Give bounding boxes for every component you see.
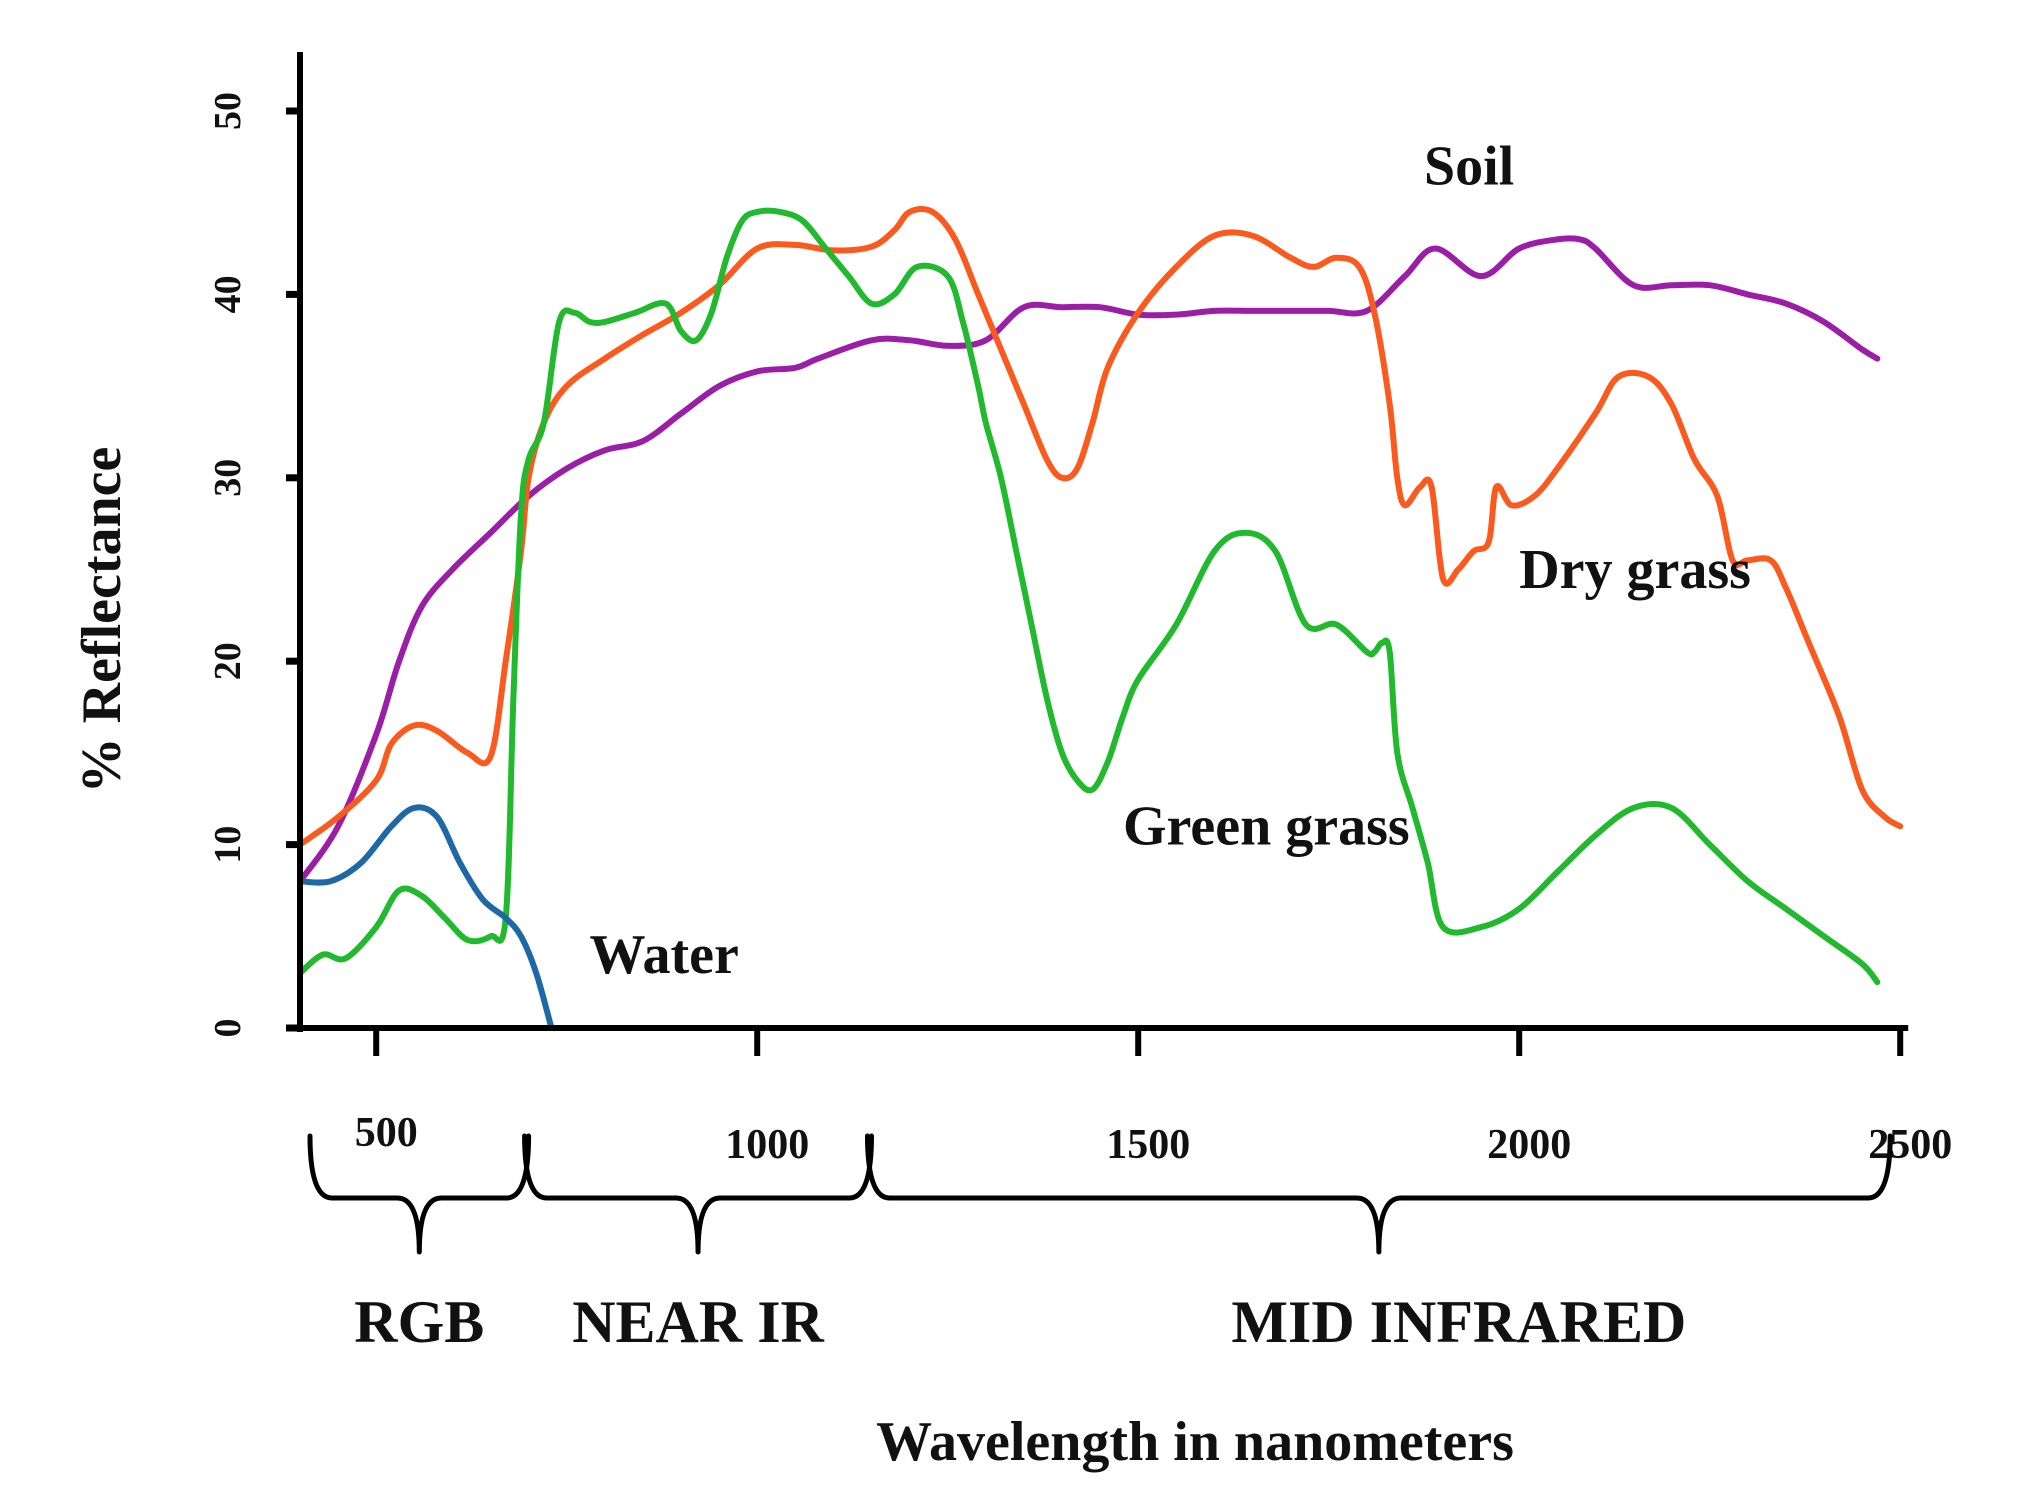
series-line-water <box>297 804 555 1031</box>
region-label-rgb: RGB <box>354 1289 484 1355</box>
x-axis-title: Wavelength in nanometers <box>876 1411 1514 1473</box>
annotation-green-grass: Green grass <box>1123 796 1410 858</box>
y-tick-label-0: 0 <box>207 1019 249 1038</box>
y-tick-label-30: 30 <box>207 459 249 497</box>
region-brace-mid-infrared <box>865 1133 1893 1255</box>
label-layer: Wavelength in nanometers % Reflectance Soi… <box>71 135 1751 1473</box>
x-tick-label-1000: 1000 <box>725 1122 809 1168</box>
x-tick-label-2500: 2500 <box>1868 1122 1952 1168</box>
region-brace-near-ir <box>522 1133 874 1255</box>
y-tick-label-40: 40 <box>207 275 249 313</box>
series-layer <box>297 206 1904 1031</box>
axes-layer: 0 10 20 30 40 50 500 1000 1500 2000 2500 <box>207 52 1952 1168</box>
region-brace-rgb <box>307 1133 532 1255</box>
annotation-soil: Soil <box>1424 135 1514 197</box>
region-label-near-ir: NEAR IR <box>572 1289 824 1355</box>
wavelength-regions: RGB NEAR IR MID INFRARED <box>307 1133 1893 1355</box>
y-tick-label-10: 10 <box>207 826 249 864</box>
x-tick-label-500: 500 <box>355 1110 418 1156</box>
region-label-mid-infrared: MID INFRARED <box>1231 1289 1686 1355</box>
series-line-green-grass <box>297 207 1881 986</box>
y-axis-title: % Reflectance <box>71 447 133 794</box>
annotation-water: Water <box>590 924 739 986</box>
annotation-dry-grass: Dry grass <box>1519 539 1751 601</box>
x-tick-label-2000: 2000 <box>1487 1122 1571 1168</box>
y-tick-label-20: 20 <box>207 642 249 680</box>
x-tick-label-1500: 1500 <box>1106 1122 1190 1168</box>
y-tick-label-50: 50 <box>207 92 249 130</box>
